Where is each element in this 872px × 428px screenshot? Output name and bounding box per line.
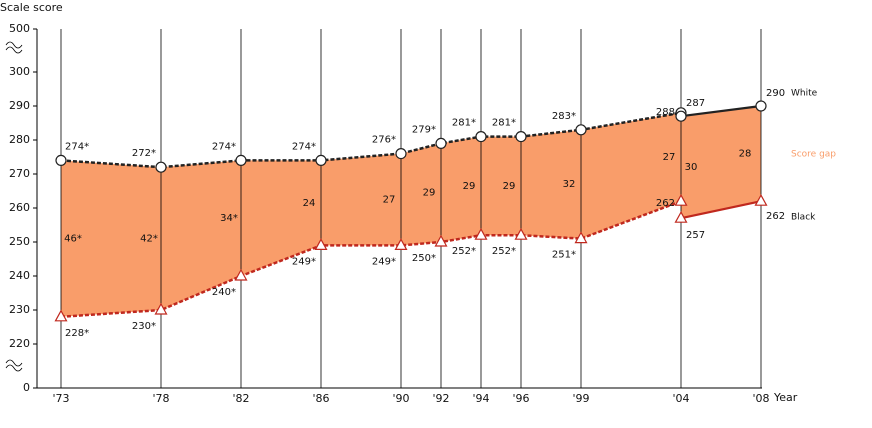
point xyxy=(55,154,67,166)
point xyxy=(575,124,587,136)
areas xyxy=(61,106,761,317)
point xyxy=(574,231,588,244)
point xyxy=(154,302,168,315)
point xyxy=(755,100,767,112)
series-line xyxy=(60,111,682,169)
value-label: 262 xyxy=(656,198,675,209)
x-tick-label: '82 xyxy=(232,392,249,405)
y-tick-label: 280 xyxy=(9,133,30,146)
value-label: 252* xyxy=(452,246,476,257)
series-line xyxy=(60,200,682,319)
x-tick-label: '96 xyxy=(512,392,529,405)
gap-label: 29 xyxy=(503,181,516,192)
x-tick-label: '90 xyxy=(392,392,409,405)
value-label: 240* xyxy=(212,287,236,298)
value-label: 252* xyxy=(492,246,516,257)
gap-label: 29 xyxy=(463,181,476,192)
gap-label: 24 xyxy=(303,198,316,209)
x-tick-label: '94 xyxy=(472,392,489,405)
grid xyxy=(33,28,762,389)
point xyxy=(395,148,407,160)
gap-label: 34* xyxy=(220,213,238,224)
gap-label: 42* xyxy=(140,234,158,245)
y-tick-label: 500 xyxy=(9,22,30,35)
x-axis-label: Year xyxy=(773,391,798,404)
value-label: 228* xyxy=(65,328,89,339)
point xyxy=(754,193,768,206)
value-label: 250* xyxy=(412,253,436,264)
gap-label: 29 xyxy=(423,188,436,199)
value-label: 249* xyxy=(292,256,316,267)
series-line xyxy=(680,200,762,220)
value-label: 281* xyxy=(492,118,516,129)
series-name: White xyxy=(791,89,818,99)
x-tick-label: '78 xyxy=(152,392,169,405)
x-tick-label: '86 xyxy=(312,392,329,405)
gap-area xyxy=(681,106,761,219)
gap-label: 30 xyxy=(685,162,698,173)
value-label: 281* xyxy=(452,118,476,129)
gap-area xyxy=(61,112,681,317)
x-tick-label: '99 xyxy=(572,392,589,405)
point xyxy=(434,234,448,247)
point xyxy=(674,193,688,206)
point xyxy=(474,227,488,240)
value-label: 288 xyxy=(656,107,675,118)
x-tick-label: '73 xyxy=(52,392,69,405)
gap-label: 27 xyxy=(663,152,676,163)
y-tick-label: 270 xyxy=(9,167,30,180)
y-tick-label: 300 xyxy=(9,65,30,78)
point xyxy=(515,131,527,143)
value-label: 283* xyxy=(552,111,576,122)
value-label: 272* xyxy=(132,148,156,159)
y-axis-label: Scale score xyxy=(0,1,63,14)
y-tick-label: 220 xyxy=(9,337,30,350)
point xyxy=(394,238,408,250)
point xyxy=(514,227,528,240)
point xyxy=(314,238,328,250)
value-label: 290 xyxy=(766,88,785,99)
series-name: Black xyxy=(791,213,816,223)
value-label: 251* xyxy=(552,250,576,261)
value-label: 257 xyxy=(686,230,705,241)
value-label: 230* xyxy=(132,321,156,332)
value-label: 287 xyxy=(686,98,705,109)
series-line xyxy=(680,104,762,118)
value-label: 262 xyxy=(766,211,785,222)
value-label: 279* xyxy=(412,124,436,135)
point xyxy=(674,210,688,223)
y-tick-label: 260 xyxy=(9,201,30,214)
y-tick-label: 290 xyxy=(9,99,30,112)
axis-break xyxy=(5,359,23,372)
x-tick-label: '92 xyxy=(432,392,449,405)
point xyxy=(234,268,248,281)
x-tick-label: '04 xyxy=(672,392,689,405)
y-tick-label: 230 xyxy=(9,303,30,316)
value-label: 249* xyxy=(372,256,396,267)
point xyxy=(475,131,487,143)
y-tick-label: 240 xyxy=(9,269,30,282)
point xyxy=(315,154,327,166)
x-tick-label: '08 xyxy=(752,392,769,405)
point xyxy=(235,154,247,166)
gap-label: 46* xyxy=(64,234,82,245)
value-label: 274* xyxy=(65,141,89,152)
gap-label: 27 xyxy=(383,195,396,206)
point xyxy=(675,110,687,122)
point xyxy=(155,161,167,173)
point xyxy=(435,137,447,149)
gap-name: Score gap xyxy=(791,150,836,160)
plot: 274* 272* 274* 274* 276* 279* 281* 281* 283* 288 2… xyxy=(54,88,836,339)
value-label: 276* xyxy=(372,135,396,146)
gap-label: 32 xyxy=(563,179,576,190)
axis-break xyxy=(5,41,23,54)
value-label: 274* xyxy=(292,141,316,152)
y-tick-label: 0 xyxy=(23,381,30,394)
point xyxy=(54,309,68,322)
value-label: 274* xyxy=(212,141,236,152)
y-tick-label: 250 xyxy=(9,235,30,248)
gap-label: 28 xyxy=(739,149,752,160)
